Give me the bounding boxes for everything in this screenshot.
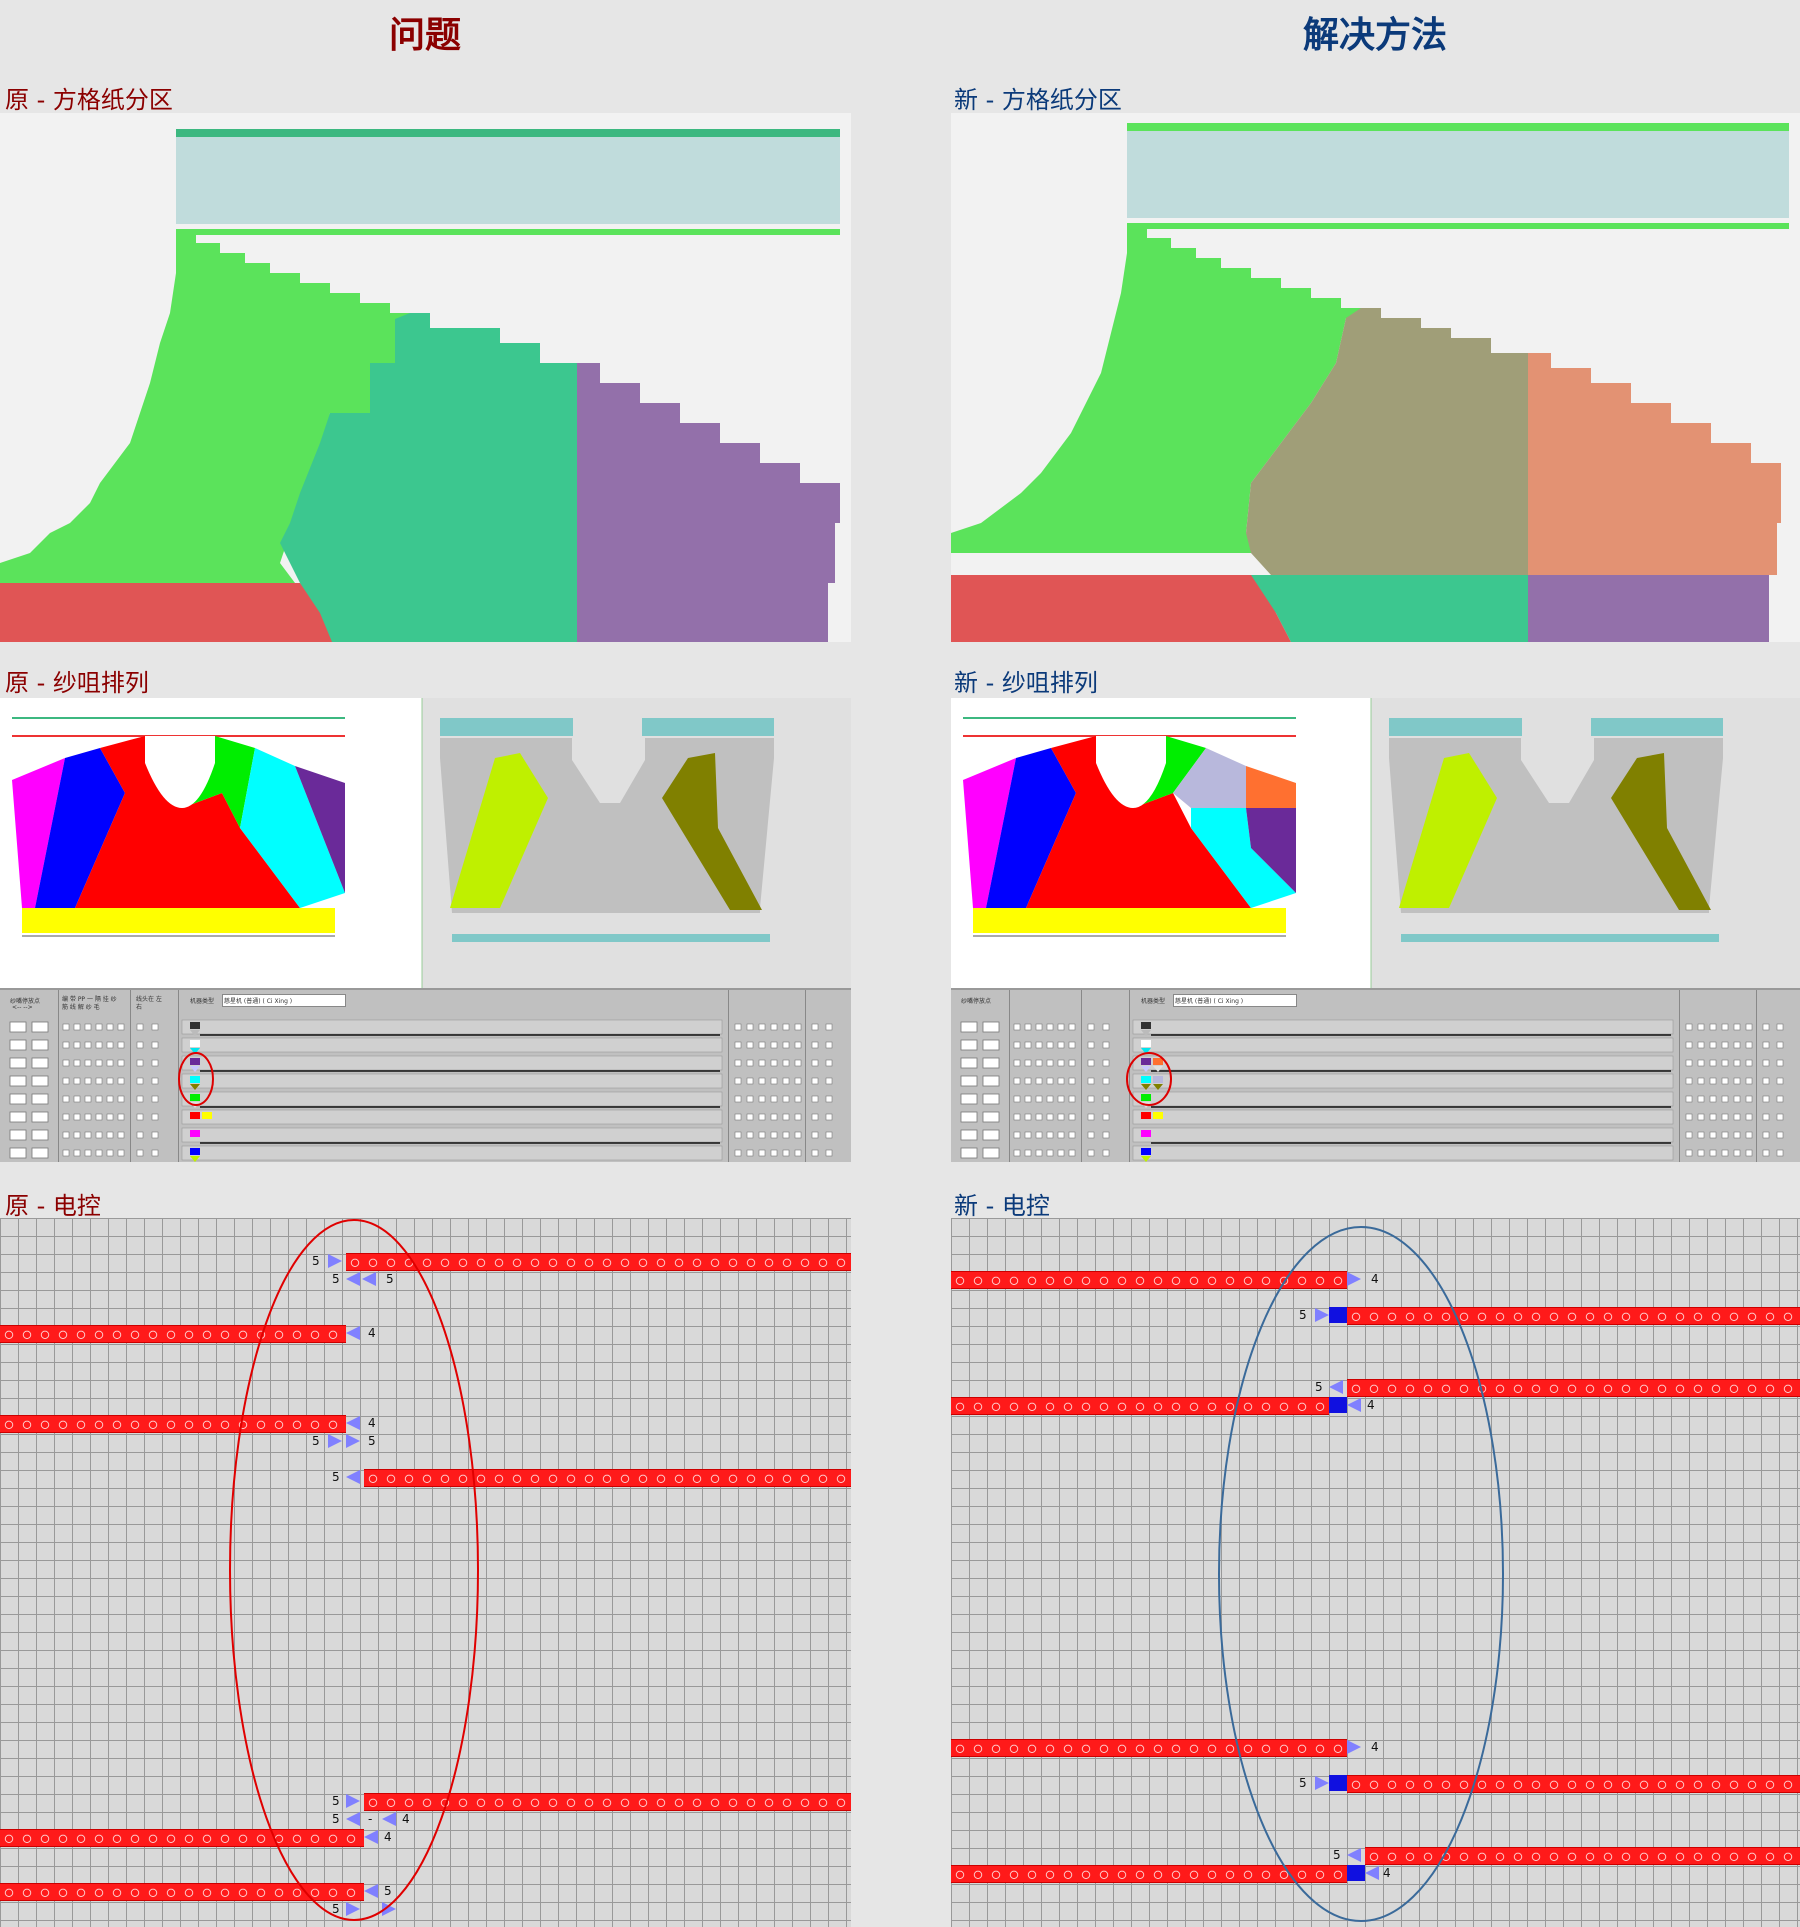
solution-header: 解决方法 [1302, 15, 1447, 56]
left-yarn-controls: 纱嘴停放点 <-- --> 编 带 PP 一 隔 挂 纱 筋 线 解 纱 毛 线… [0, 988, 851, 1162]
carriage-arrow-icon [346, 1902, 360, 1916]
carriage-arrow-icon [328, 1254, 342, 1268]
right-ctrl-grid: 4 5 5 4 4 5 5 4 [951, 1218, 1800, 1927]
yarn-bar [1347, 1379, 1800, 1397]
carriage-arrow-icon [346, 1794, 360, 1808]
left-yarn-control-rows [9, 1019, 833, 1162]
yarn-bar [951, 1397, 1329, 1415]
machine-type-select-r[interactable]: 慈星机 (普通) ( Ci Xing ) [1173, 994, 1297, 1007]
carriage-arrow-icon [346, 1470, 360, 1484]
label: 4 [368, 1326, 376, 1340]
label: 5 [332, 1812, 340, 1826]
yarn-bar [951, 1271, 1347, 1289]
carriage-arrow-icon [364, 1830, 378, 1844]
label: 4 [368, 1416, 376, 1430]
carriage-arrow-icon [362, 1272, 376, 1286]
right-yarn-preview [951, 698, 1800, 988]
carriage-arrow-icon [1329, 1380, 1343, 1394]
col-header-head: 线头在 左 右 [136, 996, 162, 1011]
label: 5 [1299, 1308, 1307, 1322]
right-grid-title: 新 - 方格纸分区 [954, 86, 1122, 114]
stitch-marker [1329, 1307, 1347, 1323]
left-yarn-title: 原 - 纱咀排列 [5, 669, 149, 697]
label: 5 [1333, 1848, 1341, 1862]
left-grid-title: 原 - 方格纸分区 [5, 86, 173, 114]
yarn-bar [346, 1253, 851, 1271]
yarn-bar [0, 1883, 364, 1901]
col-header-flags: 编 带 PP 一 隔 挂 纱 筋 线 解 纱 毛 [62, 996, 117, 1011]
label: 4 [1371, 1740, 1379, 1754]
stitch-marker [1329, 1397, 1347, 1413]
label: 5 [386, 1272, 394, 1286]
yarn-bar [0, 1415, 346, 1433]
col-header-arrows: <-- --> [12, 1004, 33, 1011]
label: 5 [332, 1272, 340, 1286]
left-grid-panel [0, 113, 851, 642]
machine-type-label: 机器类型 [190, 998, 215, 1005]
carriage-arrow-icon [328, 1434, 342, 1448]
yarn-bar [0, 1325, 346, 1343]
right-yarn-title: 新 - 纱咀排列 [954, 669, 1098, 697]
yarn-bar [364, 1469, 851, 1487]
stitch-marker [1329, 1775, 1347, 1791]
carriage-arrow-icon [1315, 1776, 1329, 1790]
carriage-arrow-icon [346, 1812, 360, 1826]
col-header-park-r: 纱嘴停放点 [961, 998, 992, 1005]
right-highlight-ellipse [1218, 1226, 1504, 1922]
yarn-bar [1365, 1847, 1800, 1865]
col-header-park: 纱嘴停放点 [10, 998, 41, 1005]
right-grid-panel [951, 113, 1800, 642]
left-yarn-preview [0, 698, 851, 988]
stitch-marker [1347, 1865, 1365, 1881]
yarn-bar [951, 1739, 1347, 1757]
yarn-bar [1347, 1307, 1800, 1325]
left-ctrl-grid: 5 5 5 4 4 5 5 5 5 5 - 4 4 5 5 [0, 1218, 851, 1927]
carriage-arrow-icon [1365, 1866, 1379, 1880]
label: 4 [1371, 1272, 1379, 1286]
label: 5 [312, 1254, 320, 1268]
right-yarn-controls: 纱嘴停放点 机器类型 慈星机 (普通) ( Ci Xing ) [951, 988, 1800, 1162]
carriage-arrow-icon [1347, 1398, 1361, 1412]
label: 4 [1367, 1398, 1375, 1412]
carriage-arrow-icon [364, 1884, 378, 1898]
left-grid-svg [0, 129, 840, 642]
right-yarn-svg [963, 698, 1800, 988]
yarn-bar [1347, 1775, 1800, 1793]
label: 5 [312, 1434, 320, 1448]
right-grid-svg [951, 123, 1789, 642]
carriage-arrow-icon [382, 1812, 396, 1826]
machine-type-select[interactable]: 慈星机 (普通) ( Ci Xing ) [222, 994, 346, 1007]
label: 5 [332, 1902, 340, 1916]
right-yarn-control-rows [960, 1019, 1784, 1162]
label: 5 [1315, 1380, 1323, 1394]
label: 5 [1299, 1776, 1307, 1790]
left-yarn-svg [12, 698, 851, 988]
carriage-arrow-icon [346, 1416, 360, 1430]
carriage-arrow-icon [382, 1902, 396, 1916]
carriage-arrow-icon [346, 1272, 360, 1286]
right-ctrl-title: 新 - 电控 [954, 1192, 1050, 1220]
label: 4 [1383, 1866, 1391, 1880]
label: 5 [368, 1434, 376, 1448]
machine-type-label-r: 机器类型 [1141, 998, 1166, 1005]
carriage-arrow-icon [346, 1326, 360, 1340]
label: 5 [332, 1794, 340, 1808]
yarn-bar [951, 1865, 1347, 1883]
yarn-bar [364, 1793, 851, 1811]
label: 5 [384, 1884, 392, 1898]
left-ctrl-title: 原 - 电控 [5, 1192, 101, 1220]
carriage-arrow-icon [346, 1434, 360, 1448]
carriage-arrow-icon [1347, 1848, 1361, 1862]
carriage-arrow-icon [1315, 1308, 1329, 1322]
label: 4 [384, 1830, 392, 1844]
problem-header: 问题 [388, 15, 461, 56]
left-highlight-ellipse [229, 1219, 479, 1921]
label: - [368, 1812, 373, 1826]
label: 5 [332, 1470, 340, 1484]
label: 4 [402, 1812, 410, 1826]
